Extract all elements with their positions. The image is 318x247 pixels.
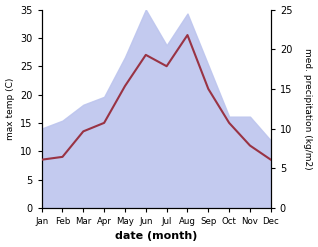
Y-axis label: med. precipitation (kg/m2): med. precipitation (kg/m2) <box>303 48 313 169</box>
Y-axis label: max temp (C): max temp (C) <box>5 78 15 140</box>
X-axis label: date (month): date (month) <box>115 231 197 242</box>
